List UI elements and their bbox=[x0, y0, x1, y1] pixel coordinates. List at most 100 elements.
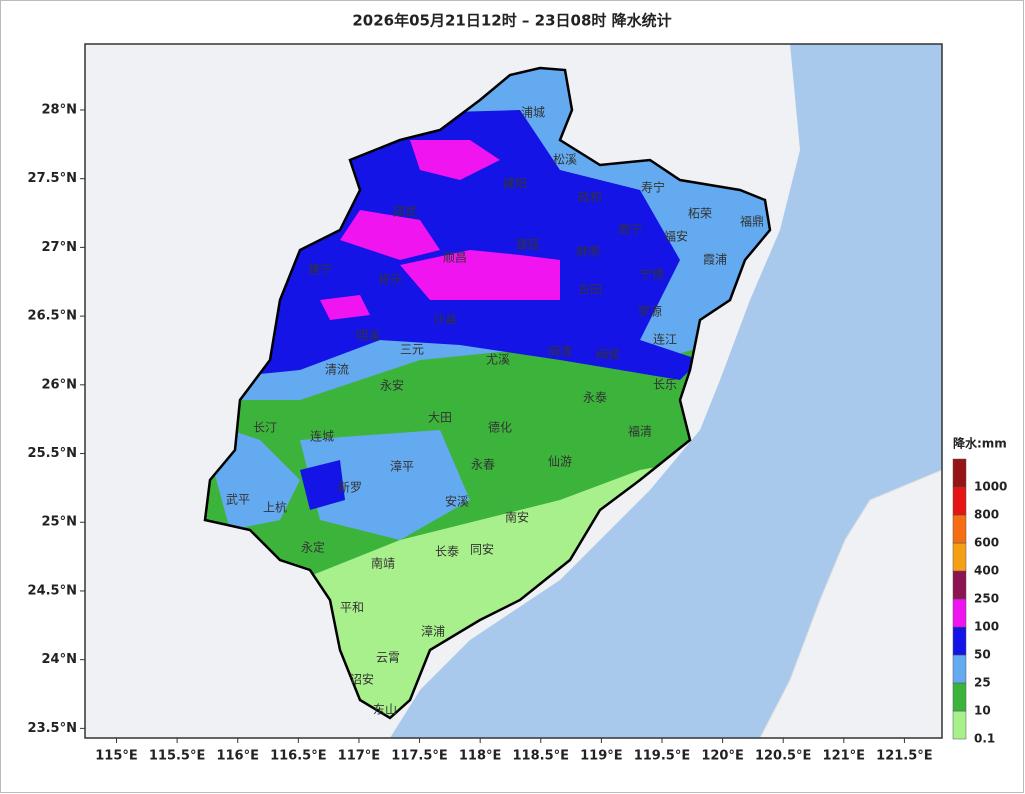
title: 2026年05月21日12时 – 23日08时 降水统计 bbox=[352, 12, 671, 30]
city-label: 大田 bbox=[428, 411, 452, 425]
legend-swatch bbox=[952, 514, 967, 544]
legend-swatch bbox=[952, 710, 967, 740]
city-label: 福鼎 bbox=[740, 214, 764, 229]
y-tick-label: 23.5°N bbox=[28, 721, 77, 736]
city-label: 长乐 bbox=[653, 378, 677, 392]
legend-label: 250 bbox=[974, 592, 999, 606]
city-label: 邵武 bbox=[393, 205, 417, 219]
city-label: 浦城 bbox=[521, 106, 545, 120]
legend-label: 400 bbox=[974, 564, 999, 578]
legend-swatch bbox=[952, 598, 967, 628]
city-label: 柘荣 bbox=[688, 207, 712, 221]
x-tick-label: 121°E bbox=[823, 749, 866, 764]
legend-swatch bbox=[952, 458, 967, 488]
legend-swatch bbox=[952, 682, 967, 712]
city-label: 宁德 bbox=[640, 267, 664, 282]
x-tick-label: 116°E bbox=[216, 749, 259, 764]
city-label: 顺昌 bbox=[443, 251, 467, 265]
city-label: 罗源 bbox=[638, 305, 662, 319]
city-label: 永泰 bbox=[583, 391, 607, 405]
x-tick-label: 118°E bbox=[459, 749, 502, 764]
legend-label: 50 bbox=[974, 648, 991, 662]
y-tick-label: 28°N bbox=[42, 102, 77, 117]
city-label: 武平 bbox=[226, 493, 250, 507]
y-tick-label: 26.5°N bbox=[28, 309, 77, 324]
city-label: 永定 bbox=[301, 540, 325, 555]
city-label: 永春 bbox=[471, 458, 495, 472]
x-tick-label: 115.5°E bbox=[149, 749, 206, 764]
city-label: 上杭 bbox=[263, 500, 287, 515]
city-label: 德化 bbox=[488, 420, 512, 435]
city-label: 云霄 bbox=[376, 651, 400, 665]
legend-swatch bbox=[952, 570, 967, 600]
city-label: 安溪 bbox=[445, 494, 469, 509]
x-tick-label: 117°E bbox=[338, 749, 381, 764]
y-tick-label: 26°N bbox=[42, 377, 77, 392]
legend-title: 降水:mm bbox=[953, 436, 1007, 451]
city-label: 霞浦 bbox=[703, 253, 727, 267]
x-tick-label: 119°E bbox=[580, 749, 623, 764]
city-label: 尤溪 bbox=[486, 353, 510, 367]
city-label: 清流 bbox=[325, 363, 349, 377]
y-tick-label: 27.5°N bbox=[28, 171, 77, 186]
legend-label: 1000 bbox=[974, 480, 1007, 494]
y-tick-label: 27°N bbox=[42, 240, 77, 255]
city-label: 南靖 bbox=[371, 556, 395, 571]
y-tick-label: 25.5°N bbox=[28, 446, 77, 461]
city-label: 闽清 bbox=[548, 345, 572, 359]
legend-swatch bbox=[952, 542, 967, 572]
city-label: 连江 bbox=[653, 332, 677, 347]
city-label: 连城 bbox=[310, 429, 334, 444]
city-label: 建宁 bbox=[308, 262, 332, 277]
legend-swatch bbox=[952, 486, 967, 516]
plot-border bbox=[84, 43, 943, 739]
map bbox=[85, 44, 942, 738]
x-tick-label: 121.5°E bbox=[876, 749, 933, 764]
city-label: 漳浦 bbox=[421, 624, 445, 639]
city-label: 东山 bbox=[373, 703, 397, 717]
city-label: 古田 bbox=[578, 282, 602, 297]
legend-swatch bbox=[952, 654, 967, 684]
city-label: 仙游 bbox=[548, 455, 572, 469]
city-label: 寿宁 bbox=[641, 180, 665, 195]
city-label: 建瓯 bbox=[516, 238, 540, 252]
legend-label: 0.1 bbox=[974, 732, 995, 746]
city-label: 政和 bbox=[578, 191, 602, 205]
legend-label: 25 bbox=[974, 676, 991, 690]
legend-label: 10 bbox=[974, 704, 991, 718]
y-tick-label: 24.5°N bbox=[28, 583, 77, 598]
city-label: 同安 bbox=[470, 542, 494, 557]
city-label: 将乐 bbox=[378, 273, 402, 287]
x-tick-label: 115°E bbox=[95, 749, 138, 764]
city-label: 长汀 bbox=[253, 421, 277, 435]
city-label: 周宁 bbox=[618, 222, 642, 237]
x-tick-label: 117.5°E bbox=[391, 749, 448, 764]
city-label: 永安 bbox=[380, 378, 404, 393]
city-label: 松溪 bbox=[553, 153, 577, 167]
city-label: 屏南 bbox=[576, 244, 600, 259]
city-label: 三元 bbox=[400, 343, 424, 357]
city-label: 沙县 bbox=[433, 313, 457, 327]
legend-swatch bbox=[952, 626, 967, 656]
city-label: 闽侯 bbox=[596, 348, 620, 362]
city-label: 平和 bbox=[340, 601, 364, 615]
taiwan bbox=[759, 469, 942, 738]
x-tick-label: 120.5°E bbox=[755, 749, 812, 764]
city-label: 新罗 bbox=[338, 480, 362, 495]
city-label: 诏安 bbox=[350, 672, 374, 687]
legend-label: 800 bbox=[974, 508, 999, 522]
city-label: 福清 bbox=[628, 424, 652, 439]
city-label: 明溪 bbox=[356, 329, 380, 343]
city-label: 长泰 bbox=[435, 545, 459, 559]
sea bbox=[390, 44, 942, 738]
city-label: 福安 bbox=[664, 229, 688, 244]
x-tick-label: 116.5°E bbox=[270, 749, 327, 764]
x-tick-label: 118.5°E bbox=[513, 749, 570, 764]
x-tick-label: 119.5°E bbox=[634, 749, 691, 764]
legend-label: 600 bbox=[974, 536, 999, 550]
y-tick-label: 24°N bbox=[42, 652, 77, 667]
x-tick-label: 120°E bbox=[701, 749, 744, 764]
y-tick-label: 25°N bbox=[42, 515, 77, 530]
legend-label: 100 bbox=[974, 620, 999, 634]
